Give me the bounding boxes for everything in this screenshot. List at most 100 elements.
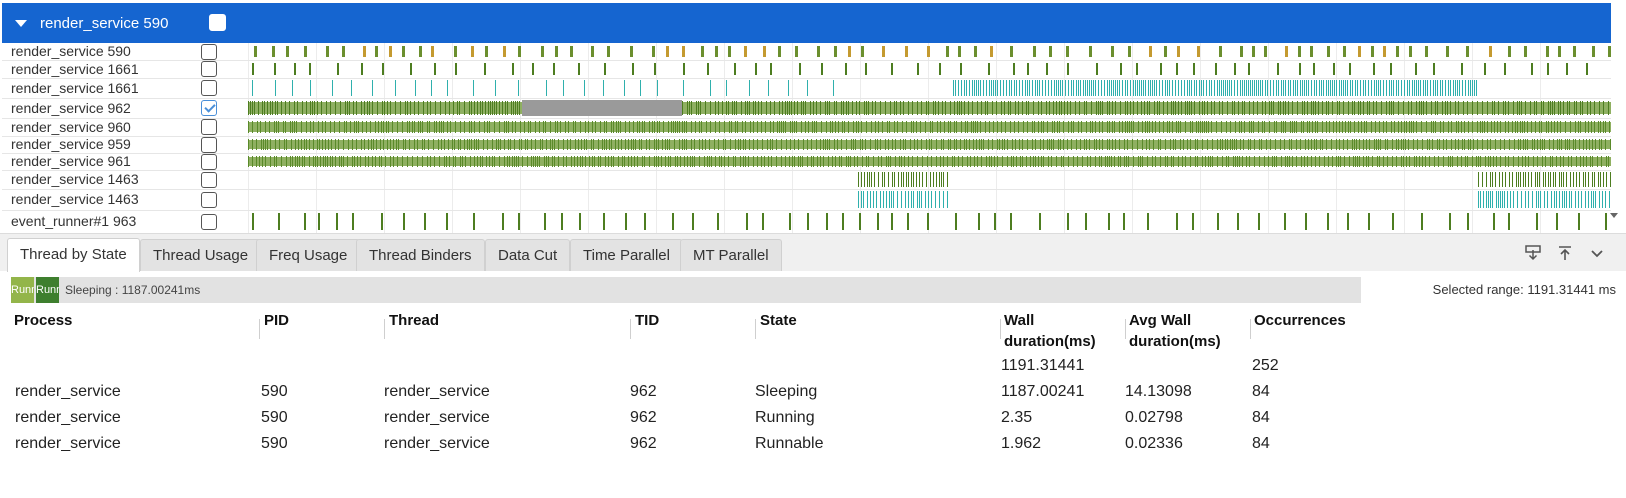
cell-pid: 590 [261,409,288,426]
scroll-down-icon[interactable] [1610,213,1618,218]
download-icon[interactable] [1524,244,1542,262]
thread-checkbox[interactable] [201,44,217,60]
thread-state-track[interactable] [248,60,1611,78]
thread-track-list: render_service 590 render_service 1661 ren… [2,43,1611,233]
cell-avg-wall-duration: 0.02336 [1125,435,1183,452]
thread-checkbox[interactable] [201,80,217,96]
col-header-tid[interactable]: TID [635,312,660,329]
thread-label: render_service 590 [11,43,131,59]
thread-checkbox[interactable] [201,192,217,208]
tab-data-cut[interactable]: Data Cut [485,239,571,271]
column-divider[interactable] [384,319,385,339]
cell-thread: render_service [384,383,490,400]
thread-state-track[interactable] [248,170,1611,189]
thread-checkbox[interactable] [201,172,217,188]
tab-thread-usage[interactable]: Thread Usage [140,239,262,271]
thread-state-track[interactable] [248,210,1611,233]
thread-row[interactable]: render_service 1661 [2,60,1611,79]
cell-state: Running [755,409,815,426]
thread-state-track[interactable] [248,189,1611,210]
thread-state-track[interactable] [248,153,1611,170]
col-header-occurrences[interactable]: Occurrences [1254,312,1346,329]
thread-row[interactable]: render_service 960 [2,118,1611,137]
column-divider[interactable] [1000,319,1001,339]
thread-state-track[interactable] [248,136,1611,153]
tab-time-parallel[interactable]: Time Parallel [570,239,683,271]
cell-wall-duration: 1187.00241 [1001,383,1085,400]
col-header-pid[interactable]: PID [264,312,290,329]
thread-label: render_service 959 [11,136,131,152]
time-grid-line [1472,43,1473,233]
cell-thread: render_service [384,435,490,452]
column-divider[interactable] [1250,319,1251,339]
pin-top-icon[interactable] [1556,244,1574,262]
cell-tid: 962 [630,383,657,400]
thread-row[interactable]: render_service 961 [2,153,1611,171]
thread-checkbox[interactable] [201,154,217,170]
thread-checkbox[interactable] [201,119,217,135]
tab-freq-usage[interactable]: Freq Usage [256,239,361,271]
thread-state-track[interactable] [248,78,1611,98]
thread-label: render_service 961 [11,153,131,169]
cell-state: Sleeping [755,383,818,400]
thread-row[interactable]: render_service 962 [2,98,1611,119]
thread-state-track[interactable] [248,98,1611,118]
time-grid-line [996,43,997,233]
thread-label: render_service 962 [11,100,131,116]
time-grid-line [520,43,521,233]
cell-wall-duration: 1.962 [1001,435,1042,452]
thread-label: render_service 1661 [11,61,139,77]
cell-process: render_service [15,409,121,426]
thread-row[interactable]: render_service 1463 [2,189,1611,211]
thread-checkbox[interactable] [201,214,217,230]
time-grid-line [588,43,589,233]
selected-range: Selected range: 1191.31441 ms [1432,282,1616,297]
state-badge-running[interactable]: Running [36,277,59,303]
thread-state-track[interactable] [248,43,1611,60]
cell-pid: 590 [261,383,288,400]
thread-checkbox[interactable] [201,137,217,153]
time-grid-line [1540,43,1541,233]
process-checkbox[interactable] [209,14,226,31]
time-grid-line [1336,43,1337,233]
cell-state: Runnable [755,435,824,452]
cell-tid: 962 [630,435,657,452]
thread-row[interactable]: render_service 959 [2,136,1611,154]
cell-occurrences: 84 [1252,435,1270,452]
cell-process: render_service [15,435,121,452]
time-grid-line [248,43,249,233]
tab-thread-binders[interactable]: Thread Binders [356,239,485,271]
thread-row[interactable]: event_runner#1 963 [2,210,1611,233]
column-divider[interactable] [630,319,631,339]
cell-tid: 962 [630,409,657,426]
col-header-wall-duration[interactable]: Wall duration(ms) [1004,312,1096,350]
tab-thread-by-state[interactable]: Thread by State [7,238,140,272]
column-divider[interactable] [1125,319,1126,339]
thread-row[interactable]: render_service 590 [2,43,1611,61]
thread-row[interactable]: render_service 1661 [2,78,1611,99]
thread-label: render_service 960 [11,119,131,135]
column-divider[interactable] [755,319,756,339]
chevron-down-icon[interactable] [1588,244,1606,262]
collapse-caret-icon[interactable] [15,19,27,27]
state-badge-runnable[interactable]: Runnable [11,277,34,303]
total-occurrences: 252 [1252,357,1279,374]
thread-label: event_runner#1 963 [11,213,137,229]
time-grid-line [1200,43,1201,233]
process-title: render_service 590 [40,14,169,32]
thread-checkbox[interactable] [201,61,217,77]
tab-mt-parallel[interactable]: MT Parallel [680,239,782,271]
thread-row[interactable]: render_service 1463 [2,170,1611,190]
cell-pid: 590 [261,435,288,452]
process-header[interactable]: render_service 590 [2,3,1611,43]
thread-checkbox[interactable] [201,100,217,116]
col-header-thread[interactable]: Thread [389,312,440,329]
thread-label: render_service 1661 [11,80,139,96]
column-divider[interactable] [259,319,260,339]
col-header-state[interactable]: State [760,312,797,329]
time-grid-line [1064,43,1065,233]
col-header-process[interactable]: Process [14,312,73,329]
thread-state-track[interactable] [248,118,1611,136]
col-header-avg-wall-duration[interactable]: Avg Wall duration(ms) [1129,312,1221,350]
time-grid-line [1132,43,1133,233]
